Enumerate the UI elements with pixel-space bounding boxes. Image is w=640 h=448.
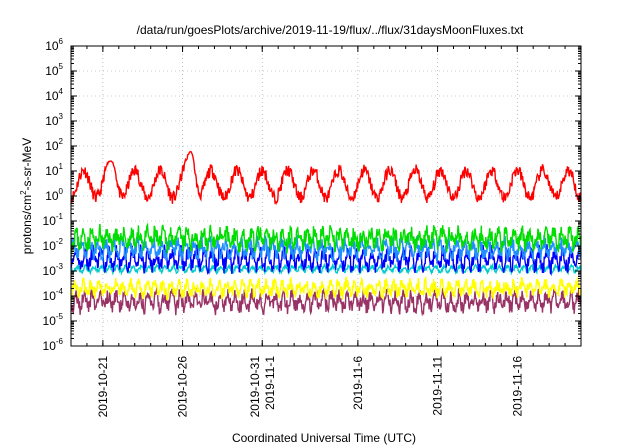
y-tick-label: 10-3: [43, 262, 64, 278]
series-line: [70, 244, 582, 277]
x-tick-label: 2019-11-6: [351, 356, 365, 410]
x-axis: 2019-10-21 2019-10-26 2019-10-31 2019-11-1 2…: [70, 46, 582, 418]
y-tick-label: 101: [45, 162, 63, 178]
series-line: [70, 234, 582, 264]
y-tick-label: 10-4: [43, 287, 64, 303]
y-tick-label: 10-6: [43, 337, 64, 353]
x-tick-label: 2019-10-31: [248, 356, 262, 418]
y-tick-label: 104: [45, 87, 63, 103]
series-line: [70, 150, 582, 206]
y-tick-label: 103: [45, 112, 63, 128]
series-line: [70, 286, 582, 317]
y-tick-label: 10-1: [43, 212, 64, 228]
y-tick-label: 10-5: [43, 312, 64, 328]
x-tick-label: 2019-11-11: [431, 356, 445, 416]
series-line: [70, 222, 582, 255]
y-tick-label: 10-2: [43, 237, 64, 253]
y-tick-label: 102: [45, 137, 63, 153]
y-tick-label: 105: [45, 62, 63, 78]
y-axis: 10-6 10-5 10-4 10-3 10-2 10-1 100 101 102 103 104 1…: [43, 37, 581, 353]
y-axis-label: protons/cm2-s-sr-MeV: [19, 138, 34, 254]
x-tick-label: 2019-10-21: [96, 356, 110, 418]
chart-title: /data/run/goesPlots/archive/2019-11-19/f…: [137, 23, 524, 37]
series-line: [70, 275, 582, 301]
y-tick-label: 100: [45, 187, 63, 203]
x-tick-label: 2019-11-1: [263, 356, 277, 410]
x-tick-label: 2019-11-16: [510, 356, 524, 417]
series-layer: [70, 150, 582, 317]
y-tick-label: 106: [45, 37, 63, 53]
x-axis-label: Coordinated Universal Time (UTC): [232, 431, 416, 445]
series-line: [70, 262, 582, 276]
x-tick-label: 2019-10-26: [176, 356, 190, 418]
